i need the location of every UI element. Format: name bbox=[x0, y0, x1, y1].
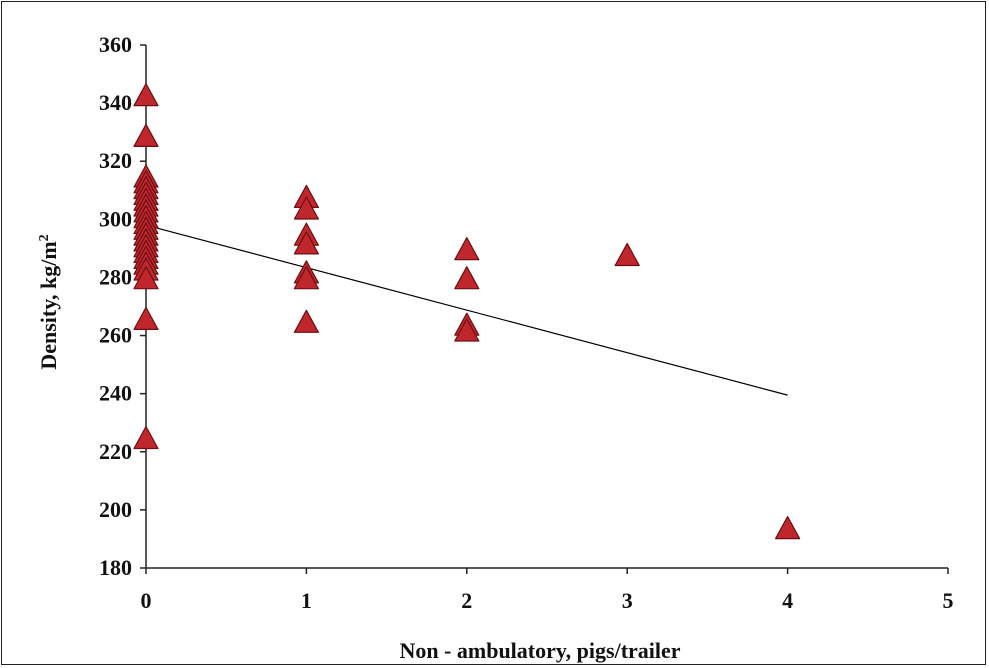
x-tick-label: 4 bbox=[782, 588, 793, 613]
y-axis-title-superscript: 2 bbox=[37, 234, 52, 241]
data-point-triangle bbox=[133, 425, 159, 450]
trendline-group bbox=[145, 224, 788, 396]
data-point-triangle bbox=[293, 266, 319, 290]
y-axis-title: Density, kg/m2 bbox=[36, 234, 61, 369]
data-point-triangle bbox=[293, 309, 319, 333]
x-tick-label: 1 bbox=[301, 588, 312, 613]
axes bbox=[140, 44, 949, 574]
x-tick-label: 0 bbox=[141, 588, 152, 613]
data-point-triangle bbox=[293, 231, 319, 255]
x-tick-label: 5 bbox=[943, 588, 954, 613]
data-point-triangle bbox=[774, 515, 801, 540]
x-axis-title: Non - ambulatory, pigs/trailer bbox=[399, 638, 680, 663]
x-tick-label: 3 bbox=[622, 588, 633, 613]
labels-group: 180 200 220 240 260 280 300 320 340 360 0 1 2 3 4 5 bbox=[99, 32, 954, 613]
y-tick-label: 340 bbox=[99, 90, 132, 115]
y-tick-label: 320 bbox=[99, 148, 132, 173]
data-point-triangle bbox=[133, 306, 159, 330]
data-point-triangle bbox=[293, 196, 319, 220]
data-point-triangle bbox=[614, 242, 640, 267]
y-tick-label: 280 bbox=[99, 264, 132, 289]
data-point-triangle bbox=[454, 318, 480, 342]
x-tick-label: 2 bbox=[461, 588, 472, 613]
trendline bbox=[145, 224, 788, 396]
points-group bbox=[133, 83, 801, 540]
y-tick-label: 200 bbox=[99, 497, 132, 522]
y-tick-label: 260 bbox=[99, 323, 132, 348]
data-point-triangle bbox=[133, 83, 159, 107]
data-point-triangle bbox=[454, 237, 480, 261]
data-point-triangle bbox=[133, 266, 159, 290]
y-tick-label: 180 bbox=[99, 555, 132, 580]
y-tick-label: 240 bbox=[99, 381, 132, 406]
y-tick-label: 220 bbox=[99, 439, 132, 464]
y-tick-label: 360 bbox=[99, 32, 132, 57]
data-point-triangle bbox=[133, 123, 159, 147]
data-point-triangle bbox=[454, 266, 480, 290]
y-tick-label: 300 bbox=[99, 206, 132, 231]
y-axis-title-main: Density, kg/m bbox=[36, 241, 61, 369]
